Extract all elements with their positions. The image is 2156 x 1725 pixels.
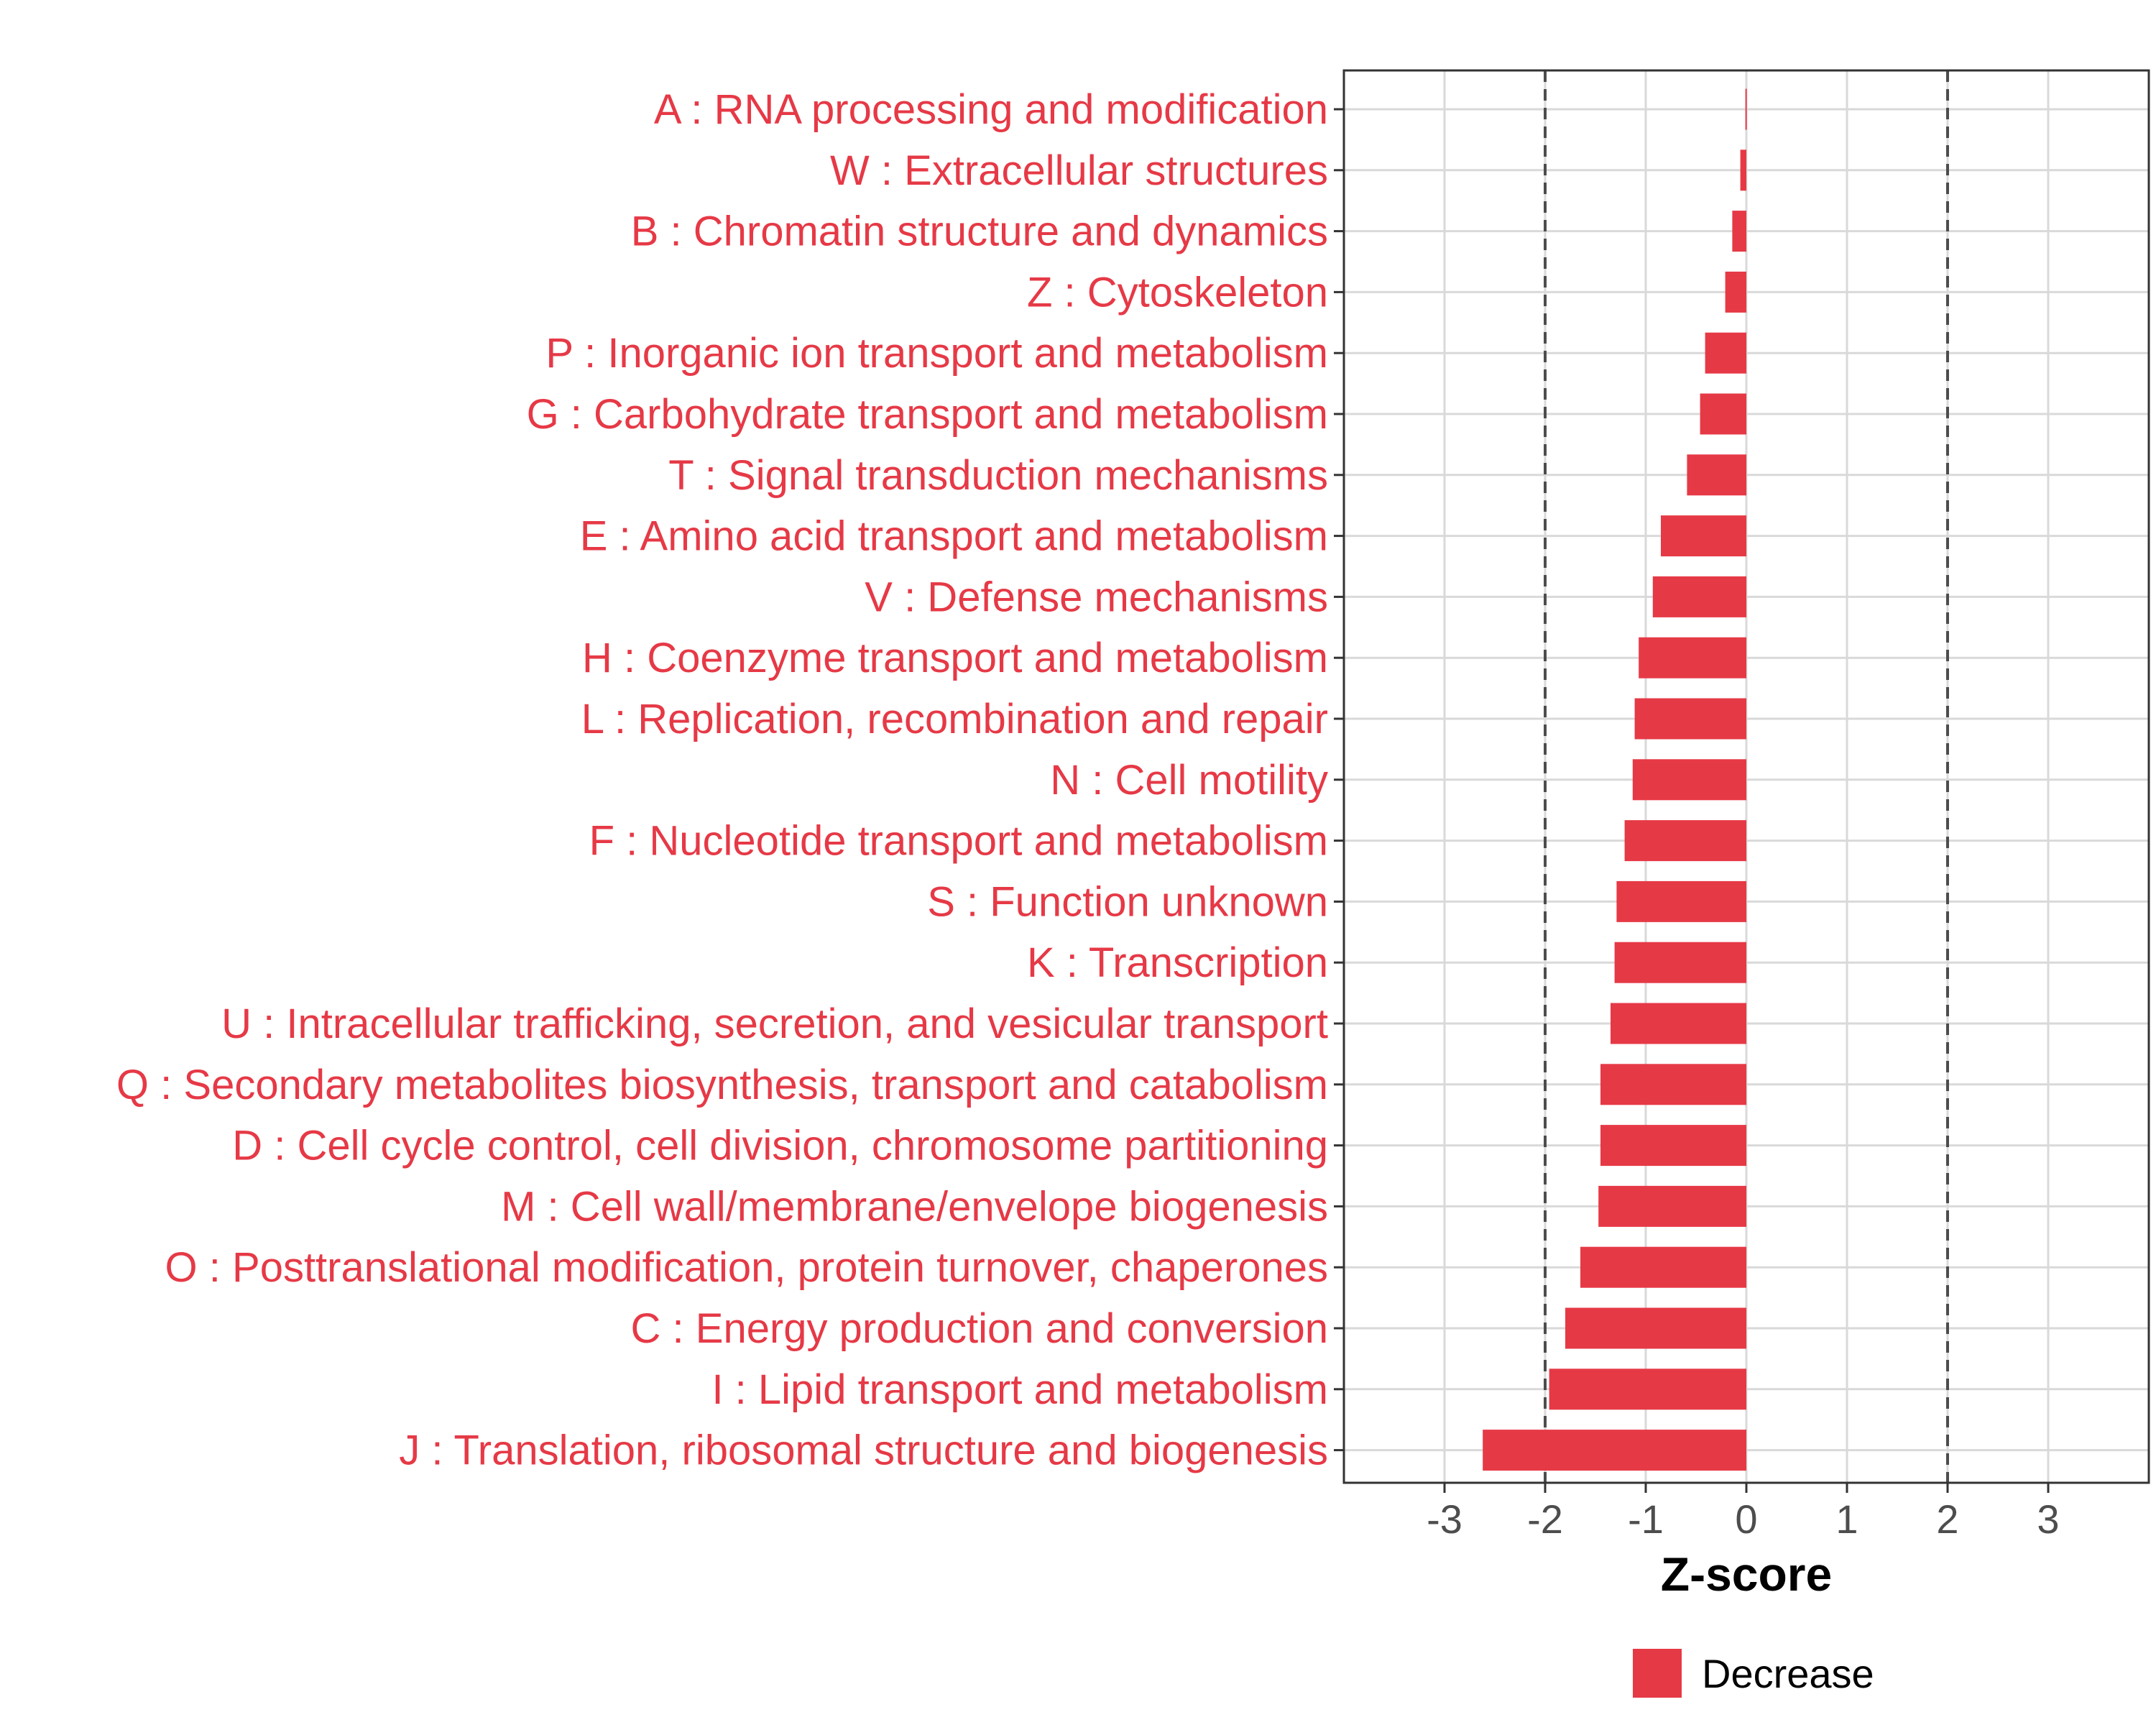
legend-label-decrease: Decrease (1702, 1651, 1874, 1696)
x-tick-label-2: 2 (1936, 1496, 1958, 1542)
category-label-w: W : Extracellular structures (830, 147, 1328, 194)
bar-e (1661, 515, 1746, 557)
bar-m (1598, 1185, 1746, 1227)
category-label-a: A : RNA processing and modification (654, 86, 1328, 133)
bar-j (1483, 1430, 1746, 1471)
bar-p (1705, 332, 1746, 374)
bar-z (1725, 271, 1746, 313)
bar-f (1624, 820, 1746, 862)
category-label-k: K : Transcription (1027, 939, 1328, 986)
bar-v (1652, 576, 1746, 617)
bar-n (1632, 759, 1746, 801)
x-tick-label-3: 3 (2037, 1496, 2059, 1542)
category-label-v: V : Defense mechanisms (865, 574, 1328, 620)
category-label-q: Q : Secondary metabolites biosynthesis, … (116, 1062, 1328, 1108)
category-label-g: G : Carbohydrate transport and metabolis… (527, 391, 1328, 438)
x-axis-ticks: -3 -2 -1 0 1 2 3 (1427, 1483, 2060, 1542)
bar-h (1639, 637, 1746, 678)
bar-g (1700, 393, 1746, 435)
category-label-o: O : Posttranslational modification, prot… (165, 1244, 1328, 1291)
reference-lines (1544, 70, 1949, 1483)
y-axis-category-labels: A : RNA processing and modification W : E… (116, 86, 1328, 1474)
category-label-z: Z : Cytoskeleton (1027, 269, 1328, 316)
category-label-t: T : Signal transduction mechanisms (668, 452, 1328, 499)
x-tick-label-1: 1 (1835, 1496, 1858, 1542)
x-tick-label-0: 0 (1735, 1496, 1757, 1542)
bars (1483, 88, 1747, 1471)
category-label-u: U : Intracellular trafficking, secretion… (221, 1000, 1328, 1047)
legend: Decrease (1633, 1649, 1874, 1698)
category-label-b: B : Chromatin structure and dynamics (631, 208, 1328, 255)
category-label-l: L : Replication, recombination and repai… (581, 696, 1328, 742)
legend-key-decrease (1633, 1649, 1682, 1698)
category-label-e: E : Amino acid transport and metabolism (580, 513, 1328, 560)
bar-q (1600, 1064, 1746, 1105)
x-tick-label-3: -3 (1427, 1496, 1462, 1542)
category-label-d: D : Cell cycle control, cell division, c… (232, 1123, 1328, 1169)
category-label-i: I : Lipid transport and metabolism (711, 1366, 1328, 1413)
category-label-c: C : Energy production and conversion (631, 1305, 1328, 1352)
category-label-h: H : Coenzyme transport and metabolism (582, 635, 1328, 681)
bar-b (1732, 211, 1746, 252)
bar-k (1614, 942, 1746, 983)
bar-s (1616, 880, 1746, 922)
category-label-m: M : Cell wall/membrane/envelope biogenes… (501, 1183, 1328, 1230)
bar-a (1745, 88, 1747, 130)
x-tick-label-1: -1 (1628, 1496, 1664, 1542)
bar-w (1740, 150, 1746, 191)
x-axis-title: Z-score (1661, 1547, 1832, 1601)
category-label-f: F : Nucleotide transport and metabolism (589, 818, 1328, 865)
bar-c (1565, 1307, 1746, 1349)
bar-t (1687, 454, 1746, 496)
bar-l (1634, 698, 1746, 740)
category-label-s: S : Function unknown (927, 878, 1328, 925)
bar-o (1580, 1246, 1746, 1288)
bar-d (1600, 1125, 1746, 1167)
x-tick-label-2: -2 (1527, 1496, 1563, 1542)
bar-u (1611, 1003, 1746, 1044)
category-label-p: P : Inorganic ion transport and metaboli… (545, 330, 1328, 377)
y-axis-ticks (1334, 108, 1344, 1452)
bar-i (1549, 1368, 1746, 1410)
category-label-n: N : Cell motility (1050, 757, 1328, 804)
category-label-j: J : Translation, ribosomal structure and… (399, 1427, 1328, 1474)
